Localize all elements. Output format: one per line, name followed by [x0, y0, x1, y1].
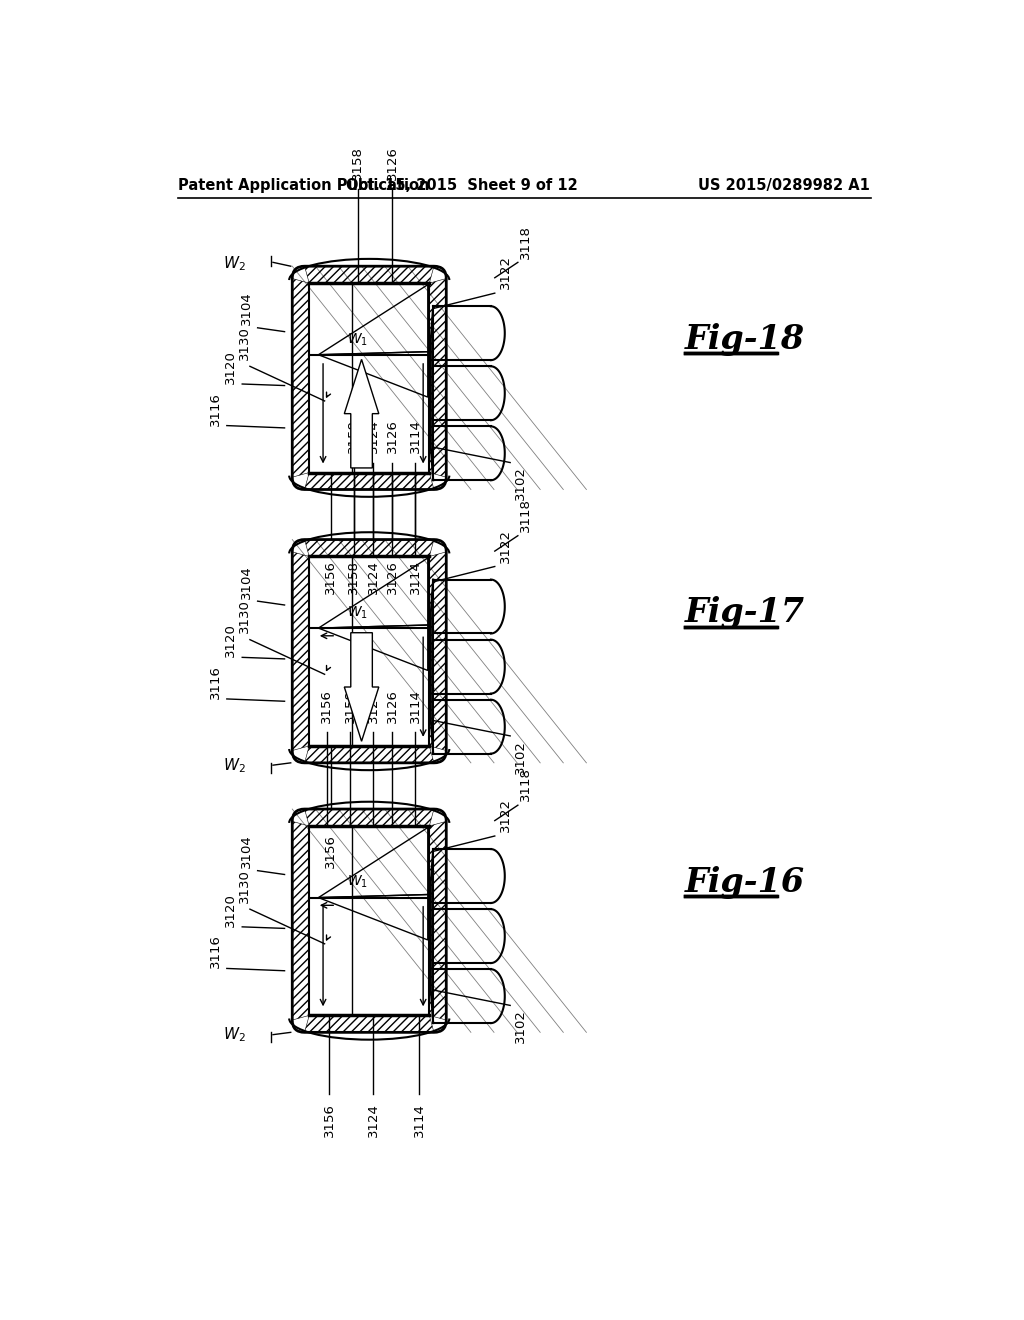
Text: 3124: 3124	[367, 1104, 380, 1137]
Text: $W_2$: $W_2$	[223, 1026, 246, 1044]
Text: Fig-18: Fig-18	[685, 323, 805, 356]
Text: 3114: 3114	[409, 689, 422, 723]
Text: 3158: 3158	[351, 147, 365, 180]
Text: 3114: 3114	[413, 1104, 426, 1137]
Text: 3120: 3120	[224, 623, 238, 657]
Text: 3114: 3114	[409, 420, 422, 453]
Text: 3122: 3122	[499, 255, 512, 289]
Text: 3118: 3118	[519, 767, 532, 801]
Text: $W_1$: $W_1$	[347, 605, 369, 620]
Text: Fig-16: Fig-16	[685, 866, 805, 899]
Text: 3158: 3158	[347, 420, 360, 453]
Text: 3156: 3156	[325, 561, 337, 594]
Text: Patent Application Publication: Patent Application Publication	[178, 178, 430, 193]
Text: 3126: 3126	[386, 147, 399, 180]
Text: 3102: 3102	[514, 1010, 527, 1043]
Text: 3156: 3156	[323, 1104, 336, 1137]
Text: $W_2$: $W_2$	[223, 255, 246, 273]
Text: $W_2$: $W_2$	[223, 756, 246, 775]
Text: 3124: 3124	[367, 420, 380, 453]
Text: 3120: 3120	[224, 350, 238, 384]
Text: 3116: 3116	[209, 665, 222, 700]
Text: 3156: 3156	[321, 689, 334, 723]
Text: 3102: 3102	[514, 739, 527, 774]
Text: 3104: 3104	[240, 834, 253, 869]
Text: 3158: 3158	[347, 561, 360, 594]
Text: 3122: 3122	[499, 528, 512, 562]
Polygon shape	[344, 632, 379, 742]
Text: Oct. 15, 2015  Sheet 9 of 12: Oct. 15, 2015 Sheet 9 of 12	[346, 178, 578, 193]
Text: 3102: 3102	[514, 466, 527, 500]
Text: 3126: 3126	[386, 420, 399, 453]
Text: 3116: 3116	[209, 935, 222, 969]
Text: 3120: 3120	[224, 894, 238, 927]
Text: 3104: 3104	[240, 292, 253, 326]
Polygon shape	[344, 359, 379, 469]
FancyBboxPatch shape	[292, 267, 446, 490]
FancyBboxPatch shape	[292, 540, 446, 763]
Text: 3158: 3158	[343, 689, 356, 723]
FancyBboxPatch shape	[292, 809, 446, 1032]
Text: Fig-17: Fig-17	[685, 597, 805, 630]
Text: $W_1$: $W_1$	[347, 874, 369, 891]
Text: 3104: 3104	[240, 565, 253, 599]
Text: $W_1$: $W_1$	[347, 331, 369, 347]
Text: 3126: 3126	[386, 689, 399, 723]
Text: 3130: 3130	[238, 869, 251, 903]
Text: US 2015/0289982 A1: US 2015/0289982 A1	[698, 178, 869, 193]
Text: 3116: 3116	[209, 392, 222, 425]
Text: 3130: 3130	[238, 326, 251, 360]
Text: 3130: 3130	[238, 599, 251, 634]
Text: 3118: 3118	[519, 224, 532, 259]
Text: 3124: 3124	[367, 689, 380, 723]
Text: 3156: 3156	[325, 834, 337, 867]
Text: 3126: 3126	[386, 561, 399, 594]
Text: 3122: 3122	[499, 799, 512, 832]
Text: 3118: 3118	[519, 498, 532, 532]
Text: 3124: 3124	[367, 561, 380, 594]
Text: 3114: 3114	[409, 561, 422, 594]
